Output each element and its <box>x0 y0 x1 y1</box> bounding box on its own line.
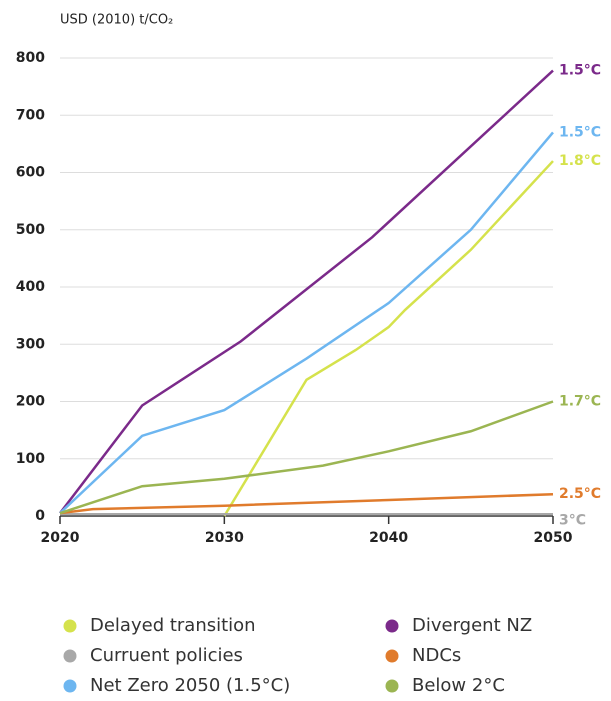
legend-marker <box>63 649 77 663</box>
end-label: 1.5°C <box>559 63 601 79</box>
x-tick-label: 2030 <box>205 530 244 546</box>
legend-label: Below 2°C <box>412 675 505 696</box>
y-tick-label: 800 <box>16 50 45 66</box>
legend-marker <box>385 679 399 693</box>
legend-marker <box>63 679 77 693</box>
series-line <box>59 400 554 515</box>
series-line <box>223 160 554 517</box>
y-tick-label: 400 <box>16 279 45 295</box>
y-axis-label: USD (2010) t/CO₂ <box>60 13 173 28</box>
y-tick-label: 0 <box>35 508 45 524</box>
legend-label: Divergent NZ <box>412 615 532 636</box>
legend-label: Net Zero 2050 (1.5°C) <box>90 675 290 696</box>
end-label: 1.7°C <box>559 394 601 410</box>
legend-marker <box>385 619 399 633</box>
end-label: 1.8°C <box>559 153 601 169</box>
y-tick-label: 100 <box>16 451 45 467</box>
x-tick-label: 2040 <box>369 530 408 546</box>
x-tick-label: 2020 <box>41 530 80 546</box>
y-tick-label: 500 <box>16 222 45 238</box>
end-label: 2.5°C <box>559 486 601 502</box>
y-tick-label: 200 <box>16 394 45 410</box>
series-line <box>59 492 554 515</box>
y-tick-label: 300 <box>16 336 45 352</box>
legend-label: Delayed transition <box>90 615 256 636</box>
legend-label: NDCs <box>412 645 461 666</box>
end-label: 3°C <box>559 512 586 528</box>
x-tick-label: 2050 <box>534 530 573 546</box>
series-line <box>59 69 554 514</box>
series-line <box>59 131 554 515</box>
end-label: 1.5°C <box>559 124 601 140</box>
legend-marker <box>63 619 77 633</box>
y-tick-label: 600 <box>16 165 45 181</box>
legend-label: Curruent policies <box>90 645 243 666</box>
legend-marker <box>385 649 399 663</box>
y-tick-label: 700 <box>16 107 45 123</box>
